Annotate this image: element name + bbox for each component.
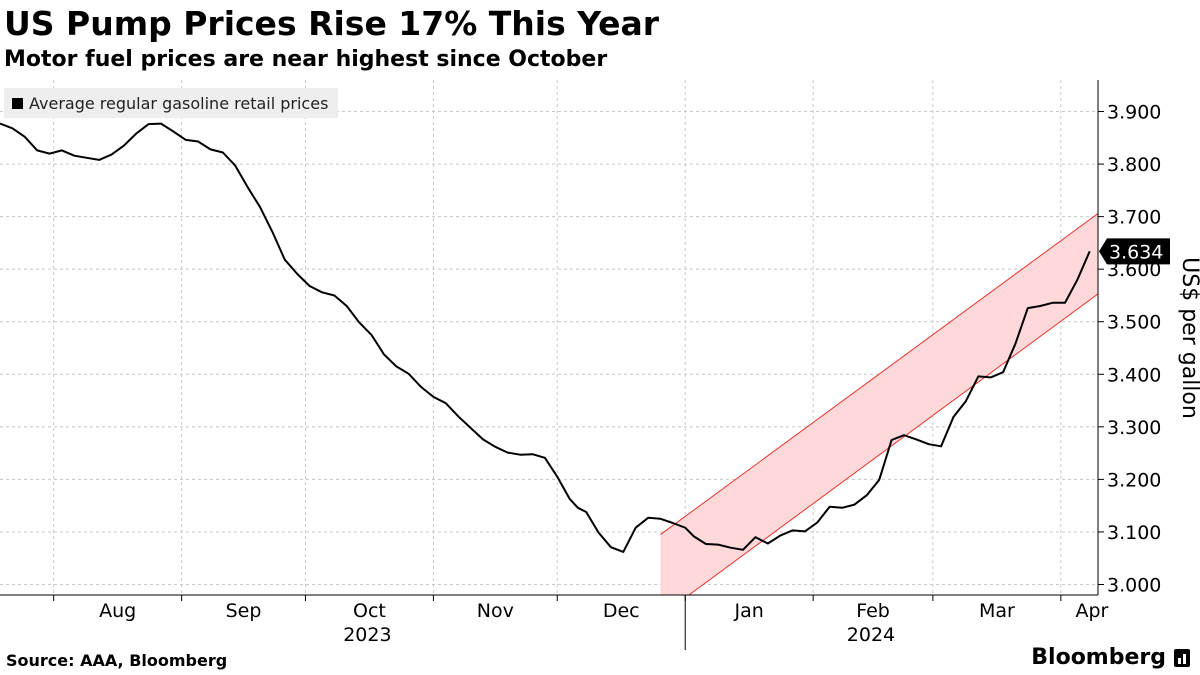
y-tick-label: 3.600 (1107, 259, 1161, 281)
y-tick-label: 3.100 (1107, 522, 1161, 544)
x-tick-label: Feb (856, 600, 890, 622)
legend-swatch (12, 97, 23, 109)
y-tick-label: 3.000 (1107, 574, 1161, 596)
trend-channel-group (660, 213, 1098, 595)
axes: 3.000 3.100 3.200 3.300 3.400 3.500 3.600 3.700… (0, 80, 1200, 650)
legend-label: Average regular gasoline retail prices (29, 93, 329, 113)
grid-lines (0, 80, 1098, 595)
y-tick-label: 3.300 (1107, 417, 1161, 439)
y-tick-label: 3.200 (1107, 469, 1161, 491)
legend: Average regular gasoline retail prices (4, 88, 339, 118)
y-tick-label: 3.800 (1107, 154, 1161, 176)
x-tick-label: Dec (603, 600, 640, 622)
trend-channel-upper (660, 213, 1098, 535)
y-tick-label: 3.900 (1107, 102, 1161, 124)
trend-channel-fill (660, 213, 1098, 595)
x-tick-label: Apr (1075, 600, 1108, 622)
series-lines (0, 122, 1091, 553)
brand-name: Bloomberg (1031, 645, 1166, 670)
x-tick-label: Oct (353, 600, 386, 622)
series-line (0, 122, 1091, 553)
x-tick-label: Jan (734, 600, 764, 622)
chart-title: US Pump Prices Rise 17% This Year (4, 4, 660, 43)
year-label: 2023 (343, 624, 391, 646)
trend-channel (660, 213, 1098, 595)
trend-channel-lower (688, 293, 1098, 595)
x-tick-label: Mar (979, 600, 1015, 622)
last-value-flag (1099, 238, 1170, 265)
year-label: 2024 (847, 624, 895, 646)
x-tick-label: Sep (226, 600, 262, 622)
brand-logo: Bloomberg (1031, 645, 1190, 670)
x-tick-label: Aug (99, 600, 136, 622)
chart-subtitle: Motor fuel prices are near highest since… (4, 47, 608, 72)
y-tick-label: 3.400 (1107, 364, 1161, 386)
y-axis-title: US$ per gallon (1177, 257, 1200, 419)
y-tick-label: 3.500 (1107, 312, 1161, 334)
last-value-label: 3.634 (1109, 241, 1163, 263)
y-tick-label: 3.700 (1107, 207, 1161, 229)
source-note: Source: AAA, Bloomberg (6, 651, 228, 670)
x-tick-label: Nov (477, 600, 514, 622)
bloomberg-chart-icon (1174, 648, 1190, 667)
